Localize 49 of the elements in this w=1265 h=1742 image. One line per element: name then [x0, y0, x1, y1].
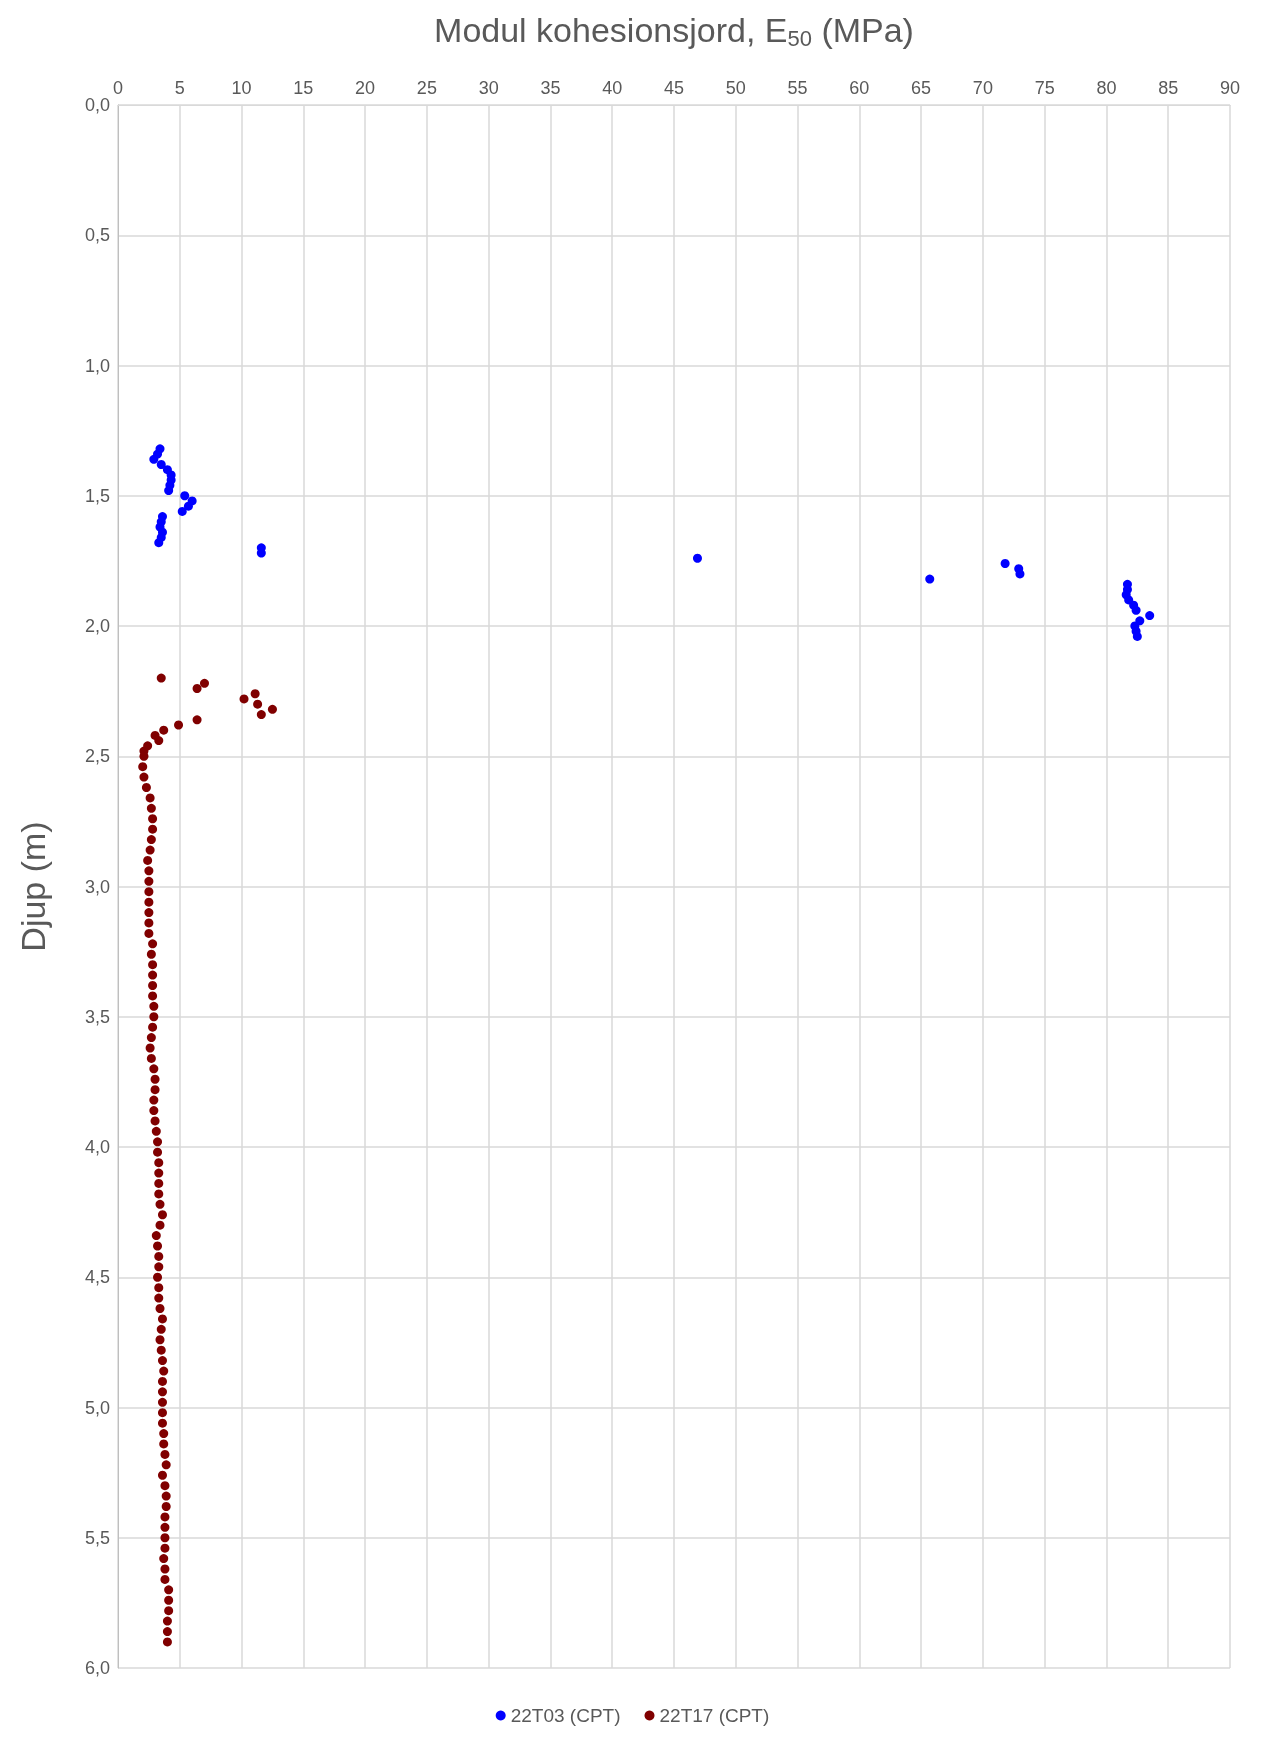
x-tick-label: 30 — [478, 78, 499, 98]
y-tick-label: 1,5 — [84, 485, 110, 506]
x-tick-label: 55 — [787, 78, 808, 98]
point — [1145, 611, 1155, 621]
y-tick-label: 3,0 — [84, 876, 110, 897]
x-tick-label: 35 — [540, 78, 561, 98]
legend-label: 22T17 (CPT) — [659, 1705, 770, 1726]
y-axis-title: Djup (m) — [14, 821, 52, 952]
y-tick-label: 0,5 — [84, 225, 110, 246]
point — [177, 506, 187, 516]
x-tick-label: 70 — [972, 78, 993, 98]
x-tick-label: 10 — [231, 78, 252, 98]
y-tick-label: 2,0 — [84, 616, 110, 636]
point — [183, 501, 193, 511]
x-tick-label: 5 — [174, 78, 185, 98]
point — [180, 491, 190, 501]
legend-label: 22T03 (CPT) — [510, 1705, 621, 1726]
x-tick-label: 15 — [293, 78, 314, 98]
y-tick-label: 6,0 — [84, 1658, 110, 1678]
y-tick-label: 2,5 — [84, 746, 110, 767]
x-tick-label: 45 — [663, 78, 685, 98]
point — [154, 538, 164, 548]
x-tick-label: 90 — [1219, 78, 1241, 98]
x-tick-label: 50 — [725, 78, 746, 98]
point — [692, 553, 702, 563]
point — [149, 454, 159, 464]
x-tick-label: 75 — [1034, 78, 1055, 98]
point — [1015, 569, 1025, 579]
point — [1135, 616, 1145, 626]
y-tick-label: 3,5 — [84, 1006, 110, 1027]
y-tick-label: 5,0 — [84, 1397, 110, 1418]
x-tick-label: 65 — [911, 78, 932, 98]
y-tick-label: 0,0 — [84, 95, 110, 115]
y-tick-label: 5,5 — [84, 1527, 110, 1548]
y-tick-label: 1,0 — [84, 355, 110, 376]
y-tick-label: 4,0 — [84, 1137, 110, 1157]
x-tick-label: 40 — [602, 78, 623, 98]
point — [164, 486, 174, 496]
x-tick-label: 80 — [1096, 78, 1117, 98]
x-tick-label: 25 — [416, 78, 437, 98]
point — [156, 459, 166, 469]
x-tick-label: 85 — [1158, 78, 1179, 98]
x-tick-label: 60 — [849, 78, 870, 98]
point — [1000, 558, 1010, 568]
x-tick-label: 0 — [112, 78, 124, 98]
point — [1131, 605, 1141, 615]
point — [925, 574, 935, 584]
y-tick-label: 4,5 — [84, 1267, 110, 1288]
x-tick-label: 20 — [355, 78, 376, 98]
